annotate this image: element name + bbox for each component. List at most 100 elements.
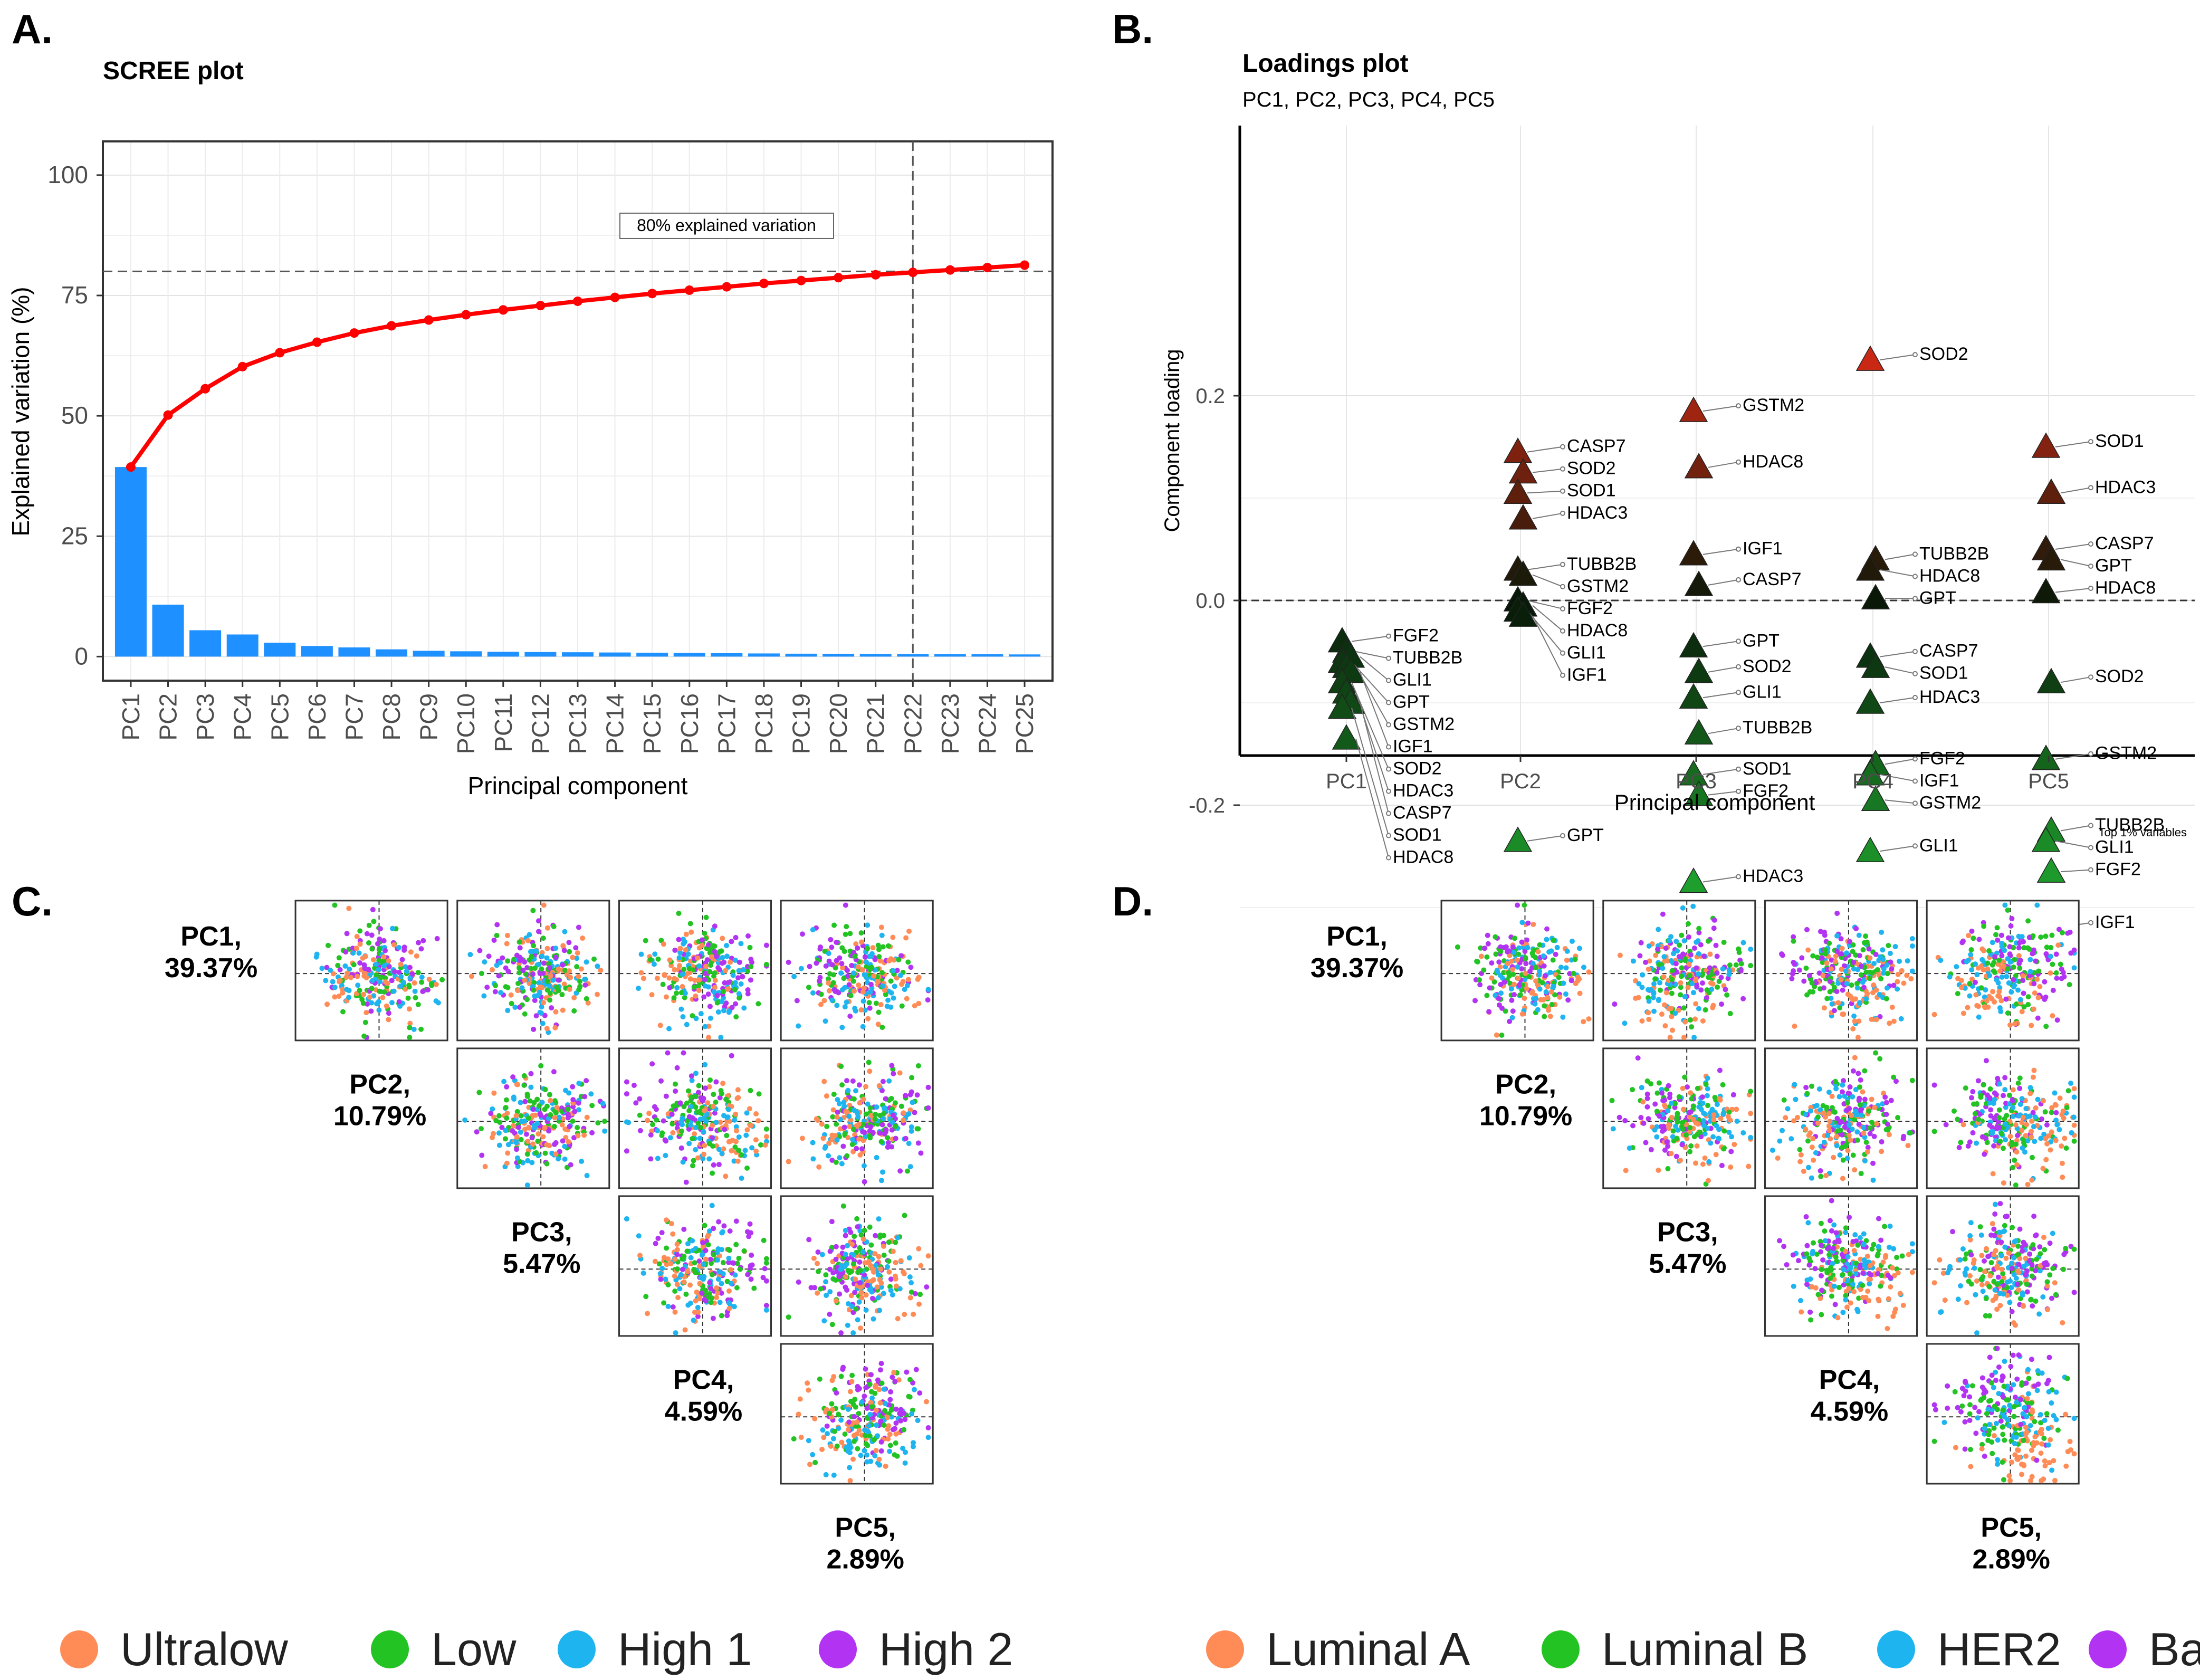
matrix-point [1858,972,1864,978]
matrix-point [1665,1166,1671,1171]
matrix-point [896,1377,902,1383]
matrix-point [714,1285,720,1291]
matrix-point [491,1131,496,1137]
matrix-point [831,1374,837,1380]
matrix-point [690,1136,695,1142]
matrix-point [1533,965,1539,970]
loading-leader [1708,579,1739,586]
matrix-point [1797,1159,1803,1164]
matrix-point [853,941,859,947]
matrix-point [353,946,359,951]
matrix-point [467,952,473,958]
matrix-point [863,1441,869,1447]
matrix-point [906,1111,912,1116]
matrix-point [530,971,536,977]
matrix-point [571,1135,577,1141]
matrix-point [701,994,707,1000]
matrix-point [901,1427,907,1433]
matrix-point [533,948,539,954]
matrix-point [1485,932,1490,938]
scree-xtick-label: PC1 [117,693,145,740]
matrix-point [732,1144,738,1150]
scree-ytick-label: 0 [74,642,88,670]
scree-title: SCREE plot [103,57,244,85]
matrix-point [850,1330,856,1336]
matrix-point [1840,1089,1845,1095]
matrix-point [411,1026,417,1032]
matrix-point [419,979,425,985]
matrix-point [351,962,357,968]
matrix-point [1646,1116,1651,1122]
matrix-point [810,1140,816,1146]
loading-leader [1708,790,1739,796]
matrix-point [825,1431,830,1437]
matrix-point [1872,1104,1878,1110]
matrix-point [1852,1018,1858,1024]
matrix-point [1895,971,1901,977]
matrix-point [570,1104,576,1110]
matrix-point [849,1304,855,1310]
matrix-point [706,1141,712,1147]
matrix-point [1998,998,2004,1004]
matrix-point [350,950,356,956]
matrix-point [2049,1129,2054,1135]
matrix-point [902,1460,908,1466]
matrix-point [638,970,644,976]
matrix-point [1981,1082,1986,1087]
matrix-point [897,1168,903,1174]
matrix-point [871,1437,877,1443]
matrix-point [744,1127,750,1133]
loading-label: GLI1 [1919,835,1958,855]
matrix-point [1609,1097,1615,1103]
scree-xtick-label: PC2 [155,693,182,740]
matrix-point [906,1393,912,1399]
matrix-point [377,988,382,994]
matrix-point [1648,987,1654,992]
matrix-point [2044,944,2050,950]
matrix-point [830,1276,836,1282]
matrix-point [1730,1092,1736,1097]
matrix-point [2044,1141,2050,1147]
matrix-point [415,1001,421,1007]
matrix-point [888,1096,894,1102]
scree-bar [673,653,705,657]
matrix-point [1684,1122,1689,1128]
matrix-point [544,1142,550,1148]
matrix-point [830,1114,836,1120]
matrix-point [1845,1282,1851,1287]
matrix-point [749,1252,754,1258]
matrix-point [878,1284,884,1290]
matrix-point [918,1263,924,1268]
matrix-point [1716,1136,1722,1142]
matrix-point [362,1019,368,1025]
loading-point [1327,693,1357,719]
matrix-point [396,944,402,950]
matrix-point [703,1247,709,1253]
matrix-point [881,1386,887,1392]
matrix-point [396,969,402,975]
matrix-point [2053,1110,2059,1115]
loadings-xtick-label: PC3 [1676,770,1717,793]
matrix-point [552,1098,558,1104]
matrix-point [532,993,538,999]
matrix-point [2023,1106,2029,1112]
matrix-point [1996,957,2002,963]
matrix-point [1705,1103,1711,1109]
matrix-point [716,1147,722,1152]
matrix-point [1996,1107,2002,1113]
loading-leader [1708,666,1739,673]
matrix-point [806,1237,812,1243]
matrix-point [851,1433,857,1438]
matrix-point [2029,1134,2034,1140]
matrix-point [1481,967,1487,973]
matrix-point [1886,942,1891,948]
matrix-point [1666,1122,1671,1128]
matrix-point [1708,1140,1714,1146]
scree-bar [301,646,333,657]
scree-xtick-label: PC8 [378,693,405,740]
matrix-point [381,954,387,960]
loading-point [1503,478,1533,504]
matrix-point [698,1011,704,1017]
matrix-point [1510,944,1516,950]
matrix-point [848,1268,854,1274]
